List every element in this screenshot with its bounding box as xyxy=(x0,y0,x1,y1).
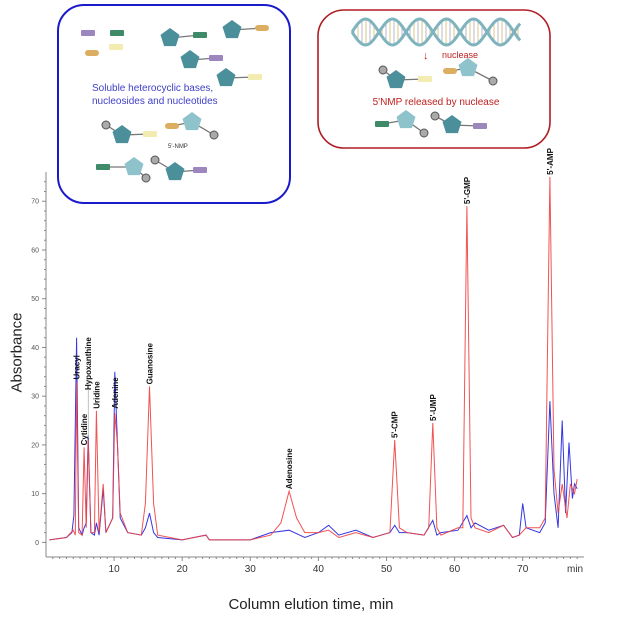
base-icon xyxy=(375,121,389,127)
x-tick-label: 60 xyxy=(449,564,461,575)
sugar-pentagon-icon xyxy=(180,50,200,69)
base-icon xyxy=(418,76,432,82)
x-tick-label: 40 xyxy=(313,564,325,575)
x-axis-label: Column elution time, min xyxy=(228,596,394,613)
peak-label: Uridine xyxy=(92,381,101,409)
x-tick-label: 50 xyxy=(381,564,393,575)
peak-label: Cytidine xyxy=(80,413,89,445)
inset-left-caption-1: Soluble heterocyclic bases, xyxy=(92,83,213,94)
peak-label: 5'-UMP xyxy=(429,394,438,421)
y-tick-label: 10 xyxy=(31,491,39,498)
x-tick-label: 20 xyxy=(177,564,189,575)
sugar-pentagon-icon xyxy=(160,28,180,47)
base-icon xyxy=(473,123,487,129)
phosphate-icon xyxy=(430,111,440,121)
base-icon xyxy=(193,167,207,173)
sugar-pentagon-icon xyxy=(165,162,185,181)
base-icon xyxy=(110,30,124,36)
dna-strand xyxy=(350,17,522,47)
peak-label: 5'-CMP xyxy=(391,411,400,438)
chart-axes: 10 20 30 40 50 60 70 0 10 20 30 40 50 60 70 xyxy=(31,172,584,575)
phosphate-icon xyxy=(488,76,498,86)
sugar-pentagon-icon xyxy=(182,112,202,131)
y-tick-label: 40 xyxy=(31,345,39,352)
peak-label: Hypoxanthine xyxy=(84,337,93,390)
sugar-pentagon-icon xyxy=(216,68,236,87)
base-icon xyxy=(81,30,95,36)
peak-label: Adenine xyxy=(111,377,120,409)
x-tick-label: 70 xyxy=(517,564,529,575)
x-tick-label: 30 xyxy=(245,564,257,575)
inset-right-border xyxy=(317,9,551,149)
base-icon xyxy=(209,55,223,61)
sugar-pentagon-icon xyxy=(458,58,478,77)
x-tick-label: 10 xyxy=(109,564,121,575)
sugar-pentagon-icon xyxy=(396,110,416,129)
phosphate-icon xyxy=(141,173,151,183)
chart-series xyxy=(49,176,578,541)
y-tick-label: 20 xyxy=(31,442,39,449)
y-tick-label: 50 xyxy=(31,296,39,303)
phosphate-icon xyxy=(150,155,160,165)
base-icon xyxy=(193,32,207,38)
nmp-label: 5'-NMP xyxy=(168,144,188,150)
nmp-release-caption: 5'NMP released by nuclease xyxy=(373,97,500,108)
base-icon xyxy=(165,123,179,129)
base-icon xyxy=(96,164,110,170)
y-tick-label: 70 xyxy=(31,199,39,206)
nuclease-label: nuclease xyxy=(442,50,478,60)
base-icon xyxy=(143,131,157,137)
peak-label: 5'-GMP xyxy=(463,176,472,204)
dna-helix-icon xyxy=(350,17,522,47)
base-icon xyxy=(443,68,457,74)
series-line-2 xyxy=(49,176,578,541)
peak-label: 5'-AMP xyxy=(546,147,555,174)
sugar-pentagon-icon xyxy=(386,70,406,89)
phosphate-icon xyxy=(378,65,388,75)
inset-left-caption-2: nucleosides and nucleotides xyxy=(92,96,218,107)
peak-label: Uracyl xyxy=(73,355,82,379)
inset-nuclease-release: ↓ nuclease 5'NMP released by nuclease xyxy=(317,9,551,149)
y-tick-label: 0 xyxy=(35,540,39,547)
sugar-pentagon-icon xyxy=(222,20,242,39)
inset-soluble-compounds: Soluble heterocyclic bases, nucleosides … xyxy=(57,4,291,204)
y-tick-label: 60 xyxy=(31,247,39,254)
peak-label: Adenosine xyxy=(285,448,294,489)
base-icon xyxy=(109,44,123,50)
base-icon xyxy=(255,25,269,31)
peak-label: Guanosine xyxy=(146,343,155,385)
y-tick-label: 30 xyxy=(31,394,39,401)
sugar-pentagon-icon xyxy=(124,157,144,176)
x-unit-label: min xyxy=(567,564,583,575)
down-arrow-icon: ↓ xyxy=(423,50,429,62)
inset-left-border xyxy=(57,4,291,204)
sugar-pentagon-icon xyxy=(442,115,462,134)
y-axis-label: Absorbance xyxy=(8,312,26,393)
phosphate-icon xyxy=(101,120,111,130)
phosphate-icon xyxy=(419,128,429,138)
series-line-1 xyxy=(49,337,578,541)
phosphate-icon xyxy=(209,130,219,140)
base-icon xyxy=(248,74,262,80)
dna-strand xyxy=(350,17,522,47)
base-icon xyxy=(85,50,99,56)
sugar-pentagon-icon xyxy=(112,125,132,144)
